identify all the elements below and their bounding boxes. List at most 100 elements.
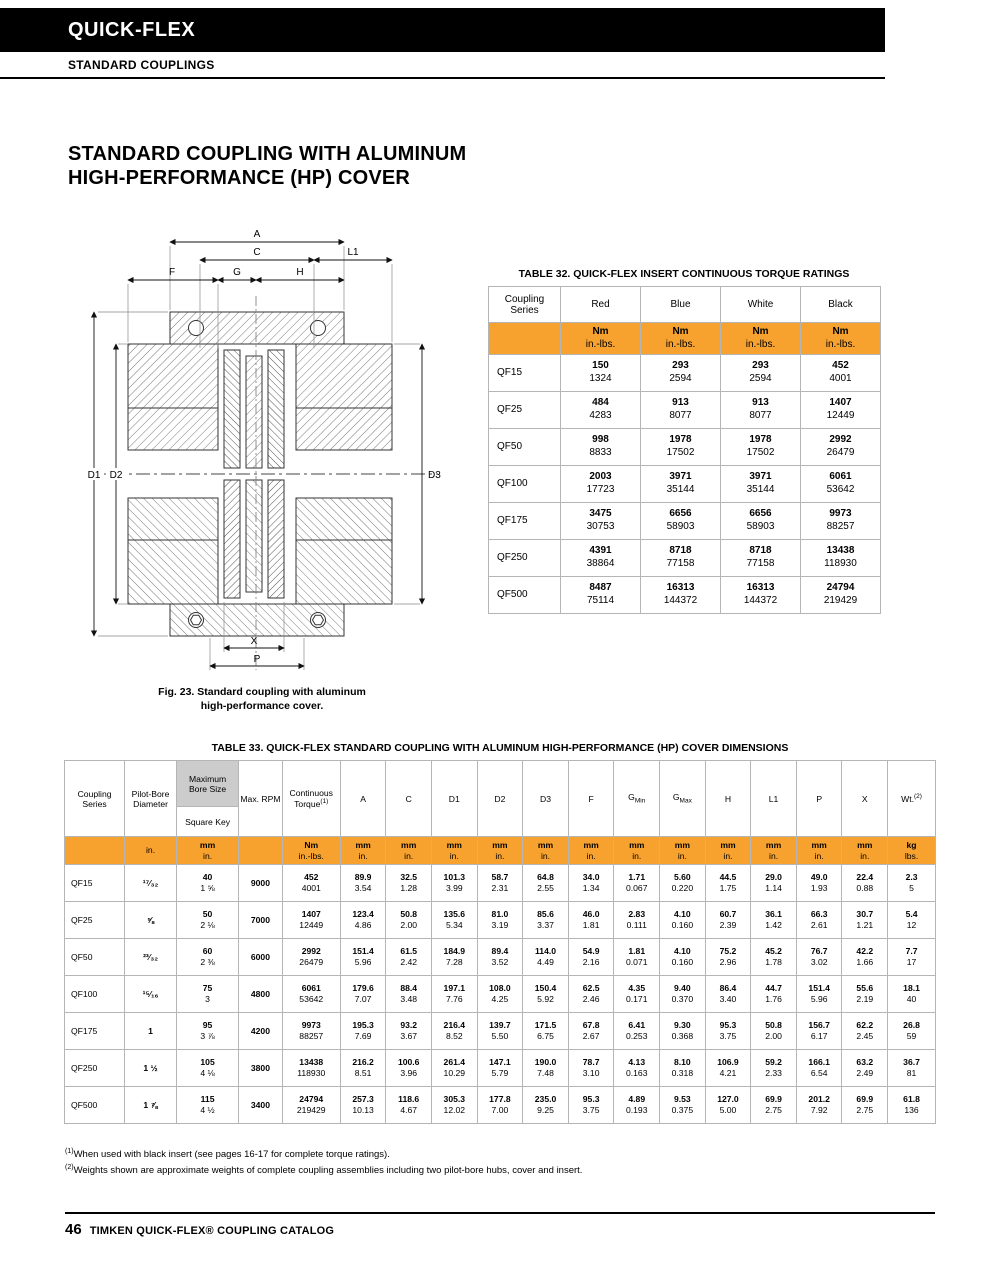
dimension-cell: 81.0 3.19 — [476, 901, 524, 939]
page-title: STANDARD COUPLING WITH ALUMINUM HIGH-PER… — [68, 142, 466, 190]
weight-cell: 26.8 59 — [887, 1012, 936, 1050]
dimension-cell: 6.41 0.253 — [613, 1012, 661, 1050]
units-cell: Nm in.-lbs. — [640, 322, 721, 355]
torque-cell: 9973 88257 — [281, 1012, 341, 1050]
table33-header-row: Coupling Series Pilot-Bore Diameter Maxi… — [63, 760, 936, 837]
dim-label-h: H — [296, 267, 303, 278]
dimension-cell: 171.5 6.75 — [522, 1012, 569, 1050]
value-cell: 13438 118930 — [800, 538, 881, 577]
units-cell — [488, 322, 561, 355]
t33-col-h: H — [704, 760, 752, 837]
pilot-bore-cell: ²³⁄₃₂ — [124, 938, 177, 976]
units-cell: mm in. — [704, 836, 752, 865]
dimension-cell: 63.2 2.49 — [841, 1049, 889, 1087]
value-cell: 913 8077 — [720, 390, 801, 429]
value-cell: 1978 17502 — [640, 427, 721, 466]
table33-row: QF175 1 95 3 ⅞ 4200 9973 88257 195.3 7.69 93.2 3.6… — [63, 1012, 936, 1050]
dimension-cell: 1.71 0.067 — [613, 864, 661, 902]
table32-row: QF25 484 4283 913 8077 913 8077 1407 12449 — [488, 390, 881, 429]
table33-units-row: in. mm in. Nm in.-lbs. mm in. mm in. mm in. mm in. mm… — [63, 836, 936, 865]
value-cell: 3475 30753 — [560, 501, 641, 540]
dimension-cell: 108.0 4.25 — [476, 975, 524, 1013]
dimension-cell: 151.4 5.96 — [795, 975, 843, 1013]
max-bore-cell: 115 4 ½ — [175, 1086, 240, 1124]
units-cell: mm in. — [385, 836, 432, 865]
hex-bolt-icon — [311, 614, 325, 626]
dimension-cell: 78.7 3.10 — [567, 1049, 615, 1087]
max-rpm-cell: 9000 — [238, 864, 283, 902]
value-cell: 16313 144372 — [720, 575, 801, 614]
table33-row: QF15 ¹⁷⁄₃₂ 40 1 ⅝ 9000 452 4001 89.9 3.54 32.5 1.2… — [63, 864, 936, 902]
max-rpm-cell: 4800 — [238, 975, 283, 1013]
dimension-cell: 95.3 3.75 — [704, 1012, 752, 1050]
section-bar: STANDARD COUPLINGS — [0, 52, 885, 79]
series-cell: QF50 — [488, 427, 561, 466]
value-cell: 1407 12449 — [800, 390, 881, 429]
value-cell: 293 2594 — [720, 353, 801, 392]
t33-col-wt: Wt.(2) — [887, 760, 936, 837]
footnote-1: (1)When used with black insert (see page… — [65, 1148, 390, 1161]
t33-col-f: F — [567, 760, 615, 837]
table32-col-blue: Blue — [640, 286, 721, 323]
value-cell: 998 8833 — [560, 427, 641, 466]
dimension-cell: 4.89 0.193 — [613, 1086, 661, 1124]
dimension-cell: 101.3 3.99 — [431, 864, 478, 902]
units-cell: mm in. — [613, 836, 661, 865]
dimension-cell: 127.0 5.00 — [704, 1086, 752, 1124]
table33-row: QF50 ²³⁄₃₂ 60 2 ⅜ 6000 2992 26479 151.4 5.96 61.5… — [63, 938, 936, 976]
pilot-bore-cell: ¹⁵⁄₁₆ — [124, 975, 177, 1013]
table33-row: QF25 ⅝ 50 2 ⅛ 7000 1407 12449 123.4 4.86 50.8 2.00… — [63, 901, 936, 939]
pilot-bore-cell: ¹⁷⁄₃₂ — [124, 864, 177, 902]
figure-23: A C L1 F G H D1 D2 D3 X P Fig. 23. Stand… — [72, 224, 452, 713]
t33-col-gmax: GMax — [659, 760, 706, 837]
table32-col-white: White — [720, 286, 801, 323]
dimension-cell: 4.35 0.171 — [613, 975, 661, 1013]
value-cell: 3971 35144 — [640, 464, 721, 503]
dimension-cell: 261.4 10.29 — [431, 1049, 478, 1087]
value-cell: 150 1324 — [560, 353, 641, 392]
t33-col-p: P — [795, 760, 843, 837]
dim-label-d2: D2 — [110, 470, 123, 481]
hex-bolt-icon — [189, 614, 203, 626]
max-rpm-cell: 6000 — [238, 938, 283, 976]
table32-units-row: Nm in.-lbs. Nm in.-lbs. Nm in.-lbs. Nm in.-l… — [488, 322, 881, 355]
table32-row: QF50 998 8833 1978 17502 1978 17502 2992 26479 — [488, 427, 881, 466]
dimension-cell: 190.0 7.48 — [522, 1049, 569, 1087]
dimension-cell: 4.13 0.163 — [613, 1049, 661, 1087]
max-rpm-cell: 3400 — [238, 1086, 283, 1124]
table33-row: QF250 1 ½ 105 4 ⅛ 3800 13438 118930 216.2 8.51 10… — [63, 1049, 936, 1087]
dimension-cell: 45.2 1.78 — [750, 938, 797, 976]
dimension-cell: 195.3 7.69 — [339, 1012, 387, 1050]
dimension-cell: 85.6 3.37 — [522, 901, 569, 939]
table33-body: QF15 ¹⁷⁄₃₂ 40 1 ⅝ 9000 452 4001 89.9 3.54 32.5 1.2… — [63, 864, 936, 1124]
value-cell: 6061 53642 — [800, 464, 881, 503]
dimension-cell: 64.8 2.55 — [522, 864, 569, 902]
dimension-cell: 44.5 1.75 — [704, 864, 752, 902]
units-cell: Nm in.-lbs. — [720, 322, 801, 355]
t33-col-square-key: Square Key — [185, 816, 231, 827]
t33-col-bore: Maximum Bore Size Square Key — [175, 760, 240, 837]
t33-col-gmin: GMin — [613, 760, 661, 837]
max-bore-cell: 50 2 ⅛ — [175, 901, 240, 939]
table33-row: QF100 ¹⁵⁄₁₆ 75 3 4800 6061 53642 179.6 7.07 88.4 3… — [63, 975, 936, 1013]
weight-cell: 36.7 81 — [887, 1049, 936, 1087]
table32-row: QF500 8487 75114 16313 144372 16313 144372 2479… — [488, 575, 881, 614]
units-cell: Nm in.-lbs. — [281, 836, 341, 865]
dimension-cell: 89.4 3.52 — [476, 938, 524, 976]
pilot-bore-cell: 1 ½ — [124, 1049, 177, 1087]
value-cell: 24794 219429 — [800, 575, 881, 614]
dimension-cell: 49.0 1.93 — [795, 864, 843, 902]
t33-col-rpm: Max. RPM — [238, 760, 283, 837]
units-cell — [63, 836, 126, 865]
dimension-cell: 29.0 1.14 — [750, 864, 797, 902]
t33-col-a: A — [339, 760, 387, 837]
value-cell: 8487 75114 — [560, 575, 641, 614]
dimension-cell: 58.7 2.31 — [476, 864, 524, 902]
max-bore-cell: 60 2 ⅜ — [175, 938, 240, 976]
dimension-cell: 177.8 7.00 — [476, 1086, 524, 1124]
dimension-cell: 216.4 8.52 — [431, 1012, 478, 1050]
weight-cell: 2.3 5 — [887, 864, 936, 902]
t33-col-bore-label: Maximum Bore Size — [177, 761, 238, 807]
max-bore-cell: 95 3 ⅞ — [175, 1012, 240, 1050]
